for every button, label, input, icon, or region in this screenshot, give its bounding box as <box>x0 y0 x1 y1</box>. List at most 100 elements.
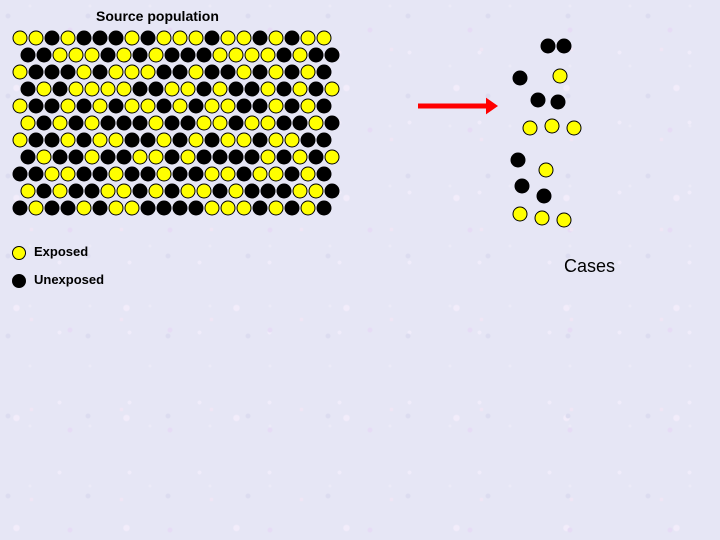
population-dot <box>117 116 131 130</box>
population-dot <box>45 99 59 113</box>
population-dot <box>157 31 171 45</box>
population-dot <box>85 150 99 164</box>
population-dot <box>197 150 211 164</box>
population-dot <box>237 133 251 147</box>
population-dot <box>229 150 243 164</box>
population-dot <box>293 82 307 96</box>
population-dot <box>77 201 91 215</box>
population-dot <box>523 121 537 135</box>
population-dot <box>293 184 307 198</box>
population-dot <box>45 65 59 79</box>
population-dot <box>317 133 331 147</box>
population-dot <box>301 133 315 147</box>
population-dot <box>173 31 187 45</box>
population-dot <box>197 48 211 62</box>
population-dot <box>77 99 91 113</box>
population-dot <box>141 133 155 147</box>
population-dot <box>293 116 307 130</box>
population-dot <box>37 150 51 164</box>
population-dot <box>567 121 581 135</box>
population-dot <box>157 99 171 113</box>
population-dot <box>165 184 179 198</box>
population-dot <box>181 116 195 130</box>
population-dot <box>61 167 75 181</box>
population-dot <box>511 153 525 167</box>
population-dot <box>37 48 51 62</box>
population-dot <box>53 150 67 164</box>
population-dot <box>117 150 131 164</box>
population-dot <box>285 99 299 113</box>
population-dot <box>85 82 99 96</box>
population-dot <box>245 116 259 130</box>
population-dot <box>125 99 139 113</box>
population-dot <box>197 184 211 198</box>
population-dot <box>157 201 171 215</box>
population-dot <box>85 184 99 198</box>
population-dot <box>69 48 83 62</box>
population-dot <box>325 184 339 198</box>
population-dot <box>317 201 331 215</box>
population-dot <box>541 39 555 53</box>
population-dot <box>213 184 227 198</box>
population-dot <box>221 65 235 79</box>
population-dot <box>285 167 299 181</box>
population-dot <box>237 99 251 113</box>
population-dot <box>125 167 139 181</box>
population-dot <box>261 82 275 96</box>
population-dot <box>77 31 91 45</box>
population-dot <box>293 150 307 164</box>
population-dot <box>253 167 267 181</box>
population-dot <box>29 65 43 79</box>
population-dot <box>229 184 243 198</box>
population-dot <box>133 150 147 164</box>
population-dot <box>285 133 299 147</box>
population-dot <box>181 184 195 198</box>
population-dot <box>101 150 115 164</box>
population-dot <box>125 65 139 79</box>
population-dot <box>29 167 43 181</box>
population-dot <box>181 82 195 96</box>
population-dot <box>21 116 35 130</box>
population-dot <box>261 150 275 164</box>
population-dot <box>21 150 35 164</box>
population-dot <box>301 201 315 215</box>
population-dot <box>133 82 147 96</box>
population-dot <box>45 31 59 45</box>
population-dot <box>85 116 99 130</box>
population-dot <box>189 31 203 45</box>
population-dot <box>213 82 227 96</box>
population-dot <box>213 116 227 130</box>
population-dot <box>325 116 339 130</box>
population-dot <box>165 48 179 62</box>
population-dot <box>539 163 553 177</box>
population-dot <box>253 133 267 147</box>
population-dot <box>325 150 339 164</box>
population-dot <box>551 95 565 109</box>
population-dot <box>277 184 291 198</box>
population-dot <box>221 167 235 181</box>
population-dot <box>93 167 107 181</box>
population-dot <box>133 48 147 62</box>
population-dot <box>181 150 195 164</box>
population-dot <box>197 116 211 130</box>
population-dot <box>109 201 123 215</box>
population-dot <box>545 119 559 133</box>
population-dot <box>45 133 59 147</box>
population-dot <box>117 82 131 96</box>
population-dot <box>301 99 315 113</box>
population-dot <box>253 99 267 113</box>
population-dot <box>513 207 527 221</box>
population-dot <box>37 116 51 130</box>
population-dot <box>45 167 59 181</box>
population-dot <box>245 150 259 164</box>
population-dot <box>285 201 299 215</box>
population-dot <box>537 189 551 203</box>
population-dot <box>37 82 51 96</box>
population-dot <box>221 99 235 113</box>
population-dot <box>269 65 283 79</box>
population-dot <box>229 82 243 96</box>
population-dot <box>133 184 147 198</box>
population-dot <box>141 201 155 215</box>
population-dot <box>93 65 107 79</box>
population-dot <box>309 48 323 62</box>
